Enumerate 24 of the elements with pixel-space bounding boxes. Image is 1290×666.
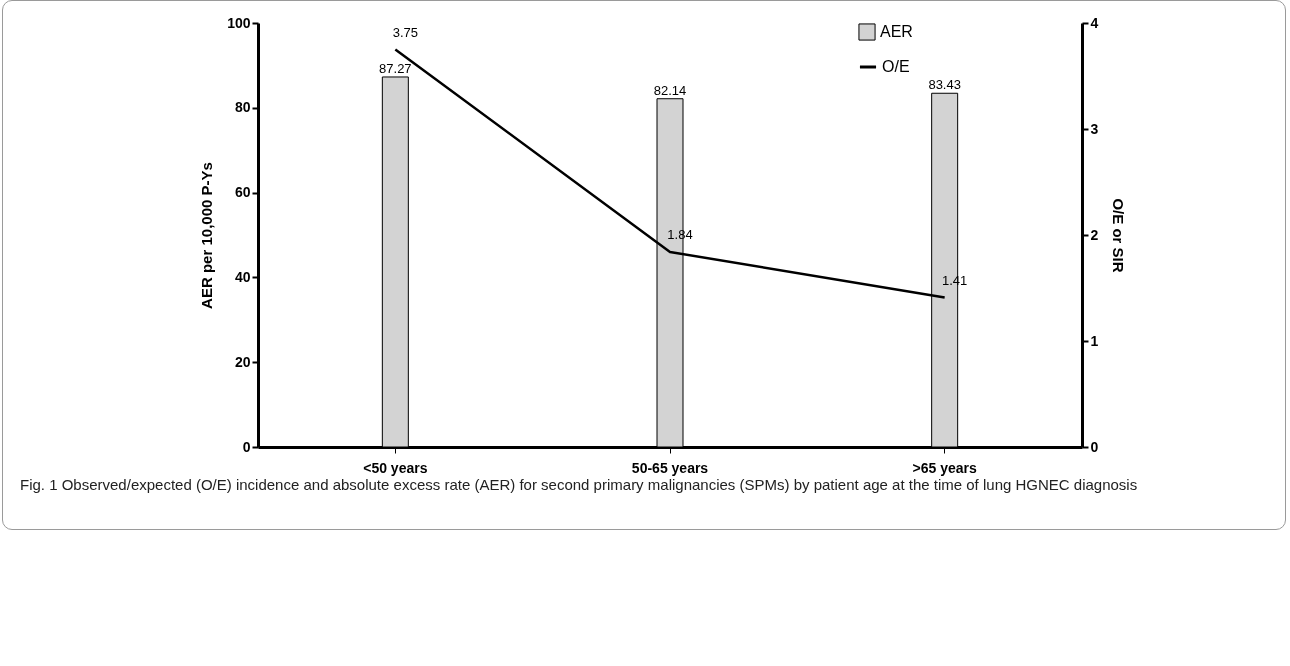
- legend-label: AER: [880, 23, 913, 40]
- y2-tick-label: 2: [1090, 226, 1099, 243]
- x-tick-label: >65 years: [912, 459, 977, 476]
- y2-tick-label: 0: [1090, 438, 1099, 455]
- y2-tick-label: 3: [1090, 120, 1099, 137]
- data-label: 82.14: [653, 82, 687, 98]
- caption: Fig. 1 Observed/expected (O/E) incidence and absolute excess rate (AER) for second primary malignancies (SPMs) by patient age at the time of lung HGNEC diagnosis: [20, 476, 1139, 495]
- x-tick-label: <50 years: [363, 459, 428, 476]
- y-tick-label: 60: [234, 184, 251, 201]
- y2-tick-label: 4: [1090, 14, 1099, 31]
- y-tick-label: 0: [242, 438, 251, 455]
- data-label: 87.27: [379, 60, 412, 76]
- data-label: 83.43: [928, 77, 961, 93]
- legend-label: O/E: [882, 58, 910, 75]
- y-tick-label: 40: [234, 268, 251, 285]
- y-axis-title: AER per 10,000 P-Ys: [198, 162, 216, 309]
- y-tick-label: 80: [234, 99, 251, 116]
- data-label: 1.84: [667, 226, 693, 242]
- data-label: 3.75: [392, 24, 418, 40]
- x-tick-label: 50-65 years: [631, 459, 709, 476]
- y-tick-label: 20: [234, 353, 251, 370]
- y2-axis-title: O/E or SIR: [1110, 198, 1128, 273]
- y-tick-label: 100: [227, 14, 251, 31]
- y2-tick-label: 1: [1090, 332, 1099, 349]
